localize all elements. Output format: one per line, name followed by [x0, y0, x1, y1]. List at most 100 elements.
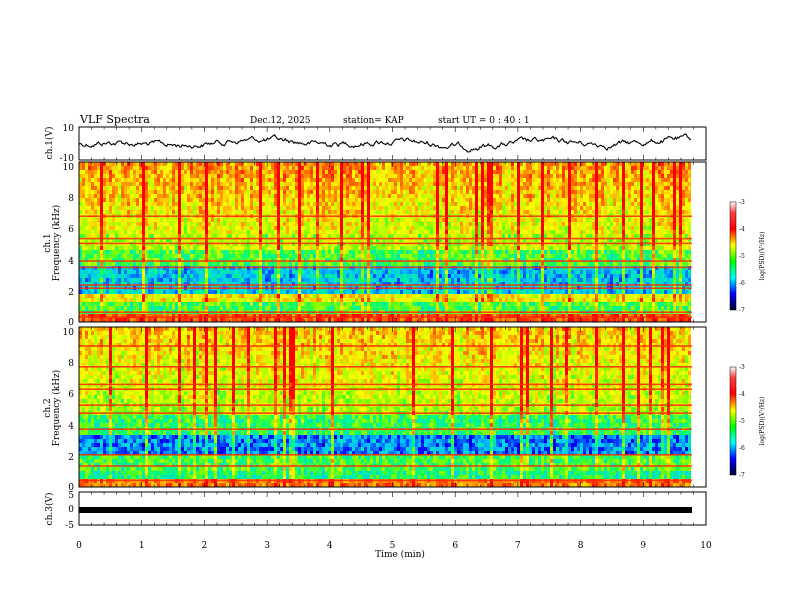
spectrogram-cell — [652, 210, 655, 214]
spectrogram-cell — [295, 194, 298, 198]
spectrogram-cell — [439, 238, 442, 242]
spectrogram-cell — [289, 186, 292, 190]
spectrogram-cell — [601, 174, 604, 178]
spectrogram-cell — [616, 254, 619, 258]
spectrogram-cell — [235, 206, 238, 210]
spectrogram-cell — [178, 166, 181, 170]
spectrogram-cell — [538, 174, 541, 178]
spectrogram-cell — [508, 254, 511, 258]
spectrogram-cell — [310, 178, 313, 182]
spectrogram-cell — [322, 210, 325, 214]
spectrogram-cell — [208, 246, 211, 250]
spectrogram-cell — [556, 238, 559, 242]
spectrogram-cell — [265, 162, 268, 166]
spectrogram-cell — [457, 174, 460, 178]
spectrogram-cell — [178, 250, 181, 254]
spectrogram-cell — [406, 194, 409, 198]
spectrogram-cell — [79, 238, 82, 242]
spectrogram-cell — [376, 202, 379, 206]
spectrogram-cell — [169, 246, 172, 250]
spectrogram-cell — [160, 238, 163, 242]
spectrogram-cell — [211, 174, 214, 178]
spectrogram-cell — [229, 210, 232, 214]
spectrogram-cell — [244, 174, 247, 178]
spectrogram-cell — [688, 222, 691, 226]
spectrogram-cell — [250, 218, 253, 222]
spectrogram-cell — [559, 178, 562, 182]
spectrogram-cell — [382, 174, 385, 178]
spectrogram-cell — [685, 194, 688, 198]
spectrogram-cell — [349, 234, 352, 238]
spectrogram-cell — [628, 166, 631, 170]
spectrogram-cell — [667, 238, 670, 242]
spectrogram-cell — [499, 182, 502, 186]
spectrogram-cell — [664, 218, 667, 222]
spectrogram-cell — [403, 166, 406, 170]
spectrogram-cell — [535, 230, 538, 234]
spectrogram-cell — [682, 210, 685, 214]
spectrogram-cell — [610, 162, 613, 166]
spectrogram-cell — [148, 162, 151, 166]
spectrogram-cell — [268, 218, 271, 222]
spectrogram-cell — [454, 210, 457, 214]
spectrogram-cell — [550, 166, 553, 170]
spectrogram-cell — [166, 250, 169, 254]
spectrogram-cell — [313, 198, 316, 202]
spectrogram-cell — [196, 250, 199, 254]
spectrogram-cell — [106, 250, 109, 254]
spectrogram-cell — [673, 170, 676, 174]
spectrogram-cell — [112, 190, 115, 194]
spectrogram-cell — [388, 254, 391, 258]
spectrogram-cell — [463, 238, 466, 242]
spectrogram-cell — [355, 194, 358, 198]
spectrogram-cell — [190, 194, 193, 198]
spectrogram-cell — [562, 202, 565, 206]
spectrogram-cell — [196, 210, 199, 214]
spectrogram-cell — [409, 226, 412, 230]
spectrogram-cell — [211, 210, 214, 214]
spectrogram-cell — [676, 166, 679, 170]
spectrogram-cell — [151, 218, 154, 222]
spectrogram-cell — [376, 190, 379, 194]
spectrogram-cell — [631, 238, 634, 242]
spectrogram-cell — [280, 162, 283, 166]
spectrogram-cell — [613, 166, 616, 170]
spectrogram-cell — [145, 234, 148, 238]
spectrogram-cell — [649, 234, 652, 238]
spectrogram-cell — [586, 178, 589, 182]
spectrogram-cell — [382, 182, 385, 186]
spectrogram-cell — [625, 194, 628, 198]
spectrogram-cell — [148, 234, 151, 238]
spectrogram-cell — [307, 250, 310, 254]
spectrogram-cell — [127, 198, 130, 202]
spectrogram-cell — [409, 170, 412, 174]
date-label: Dec.12, 2025 — [250, 116, 311, 126]
spectrogram-cell — [328, 250, 331, 254]
spectrogram-cell — [199, 190, 202, 194]
spectrogram-cell — [382, 246, 385, 250]
spectrogram-cell — [157, 202, 160, 206]
spectrogram-cell — [382, 190, 385, 194]
spectrogram-cell — [604, 218, 607, 222]
spectrogram-cell — [550, 202, 553, 206]
spectrogram-cell — [256, 190, 259, 194]
spectrogram-cell — [364, 182, 367, 186]
spectrogram-cell — [367, 254, 370, 258]
spectrogram-cell — [301, 238, 304, 242]
spectrogram-cell — [100, 182, 103, 186]
spectrogram-cell — [274, 202, 277, 206]
spectrogram-cell — [289, 166, 292, 170]
spectrogram-cell — [487, 190, 490, 194]
spectrogram-cell — [283, 222, 286, 226]
spectrogram-cell — [100, 218, 103, 222]
spectrogram-cell — [670, 246, 673, 250]
spectrogram-cell — [526, 194, 529, 198]
spectrogram-cell — [547, 206, 550, 210]
spectrogram-cell — [166, 174, 169, 178]
spectrogram-cell — [604, 170, 607, 174]
spectrogram-cell — [355, 174, 358, 178]
spectrogram-cell — [157, 178, 160, 182]
spectrogram-cell — [520, 222, 523, 226]
spectrogram-cell — [598, 218, 601, 222]
spectrogram-cell — [406, 186, 409, 190]
